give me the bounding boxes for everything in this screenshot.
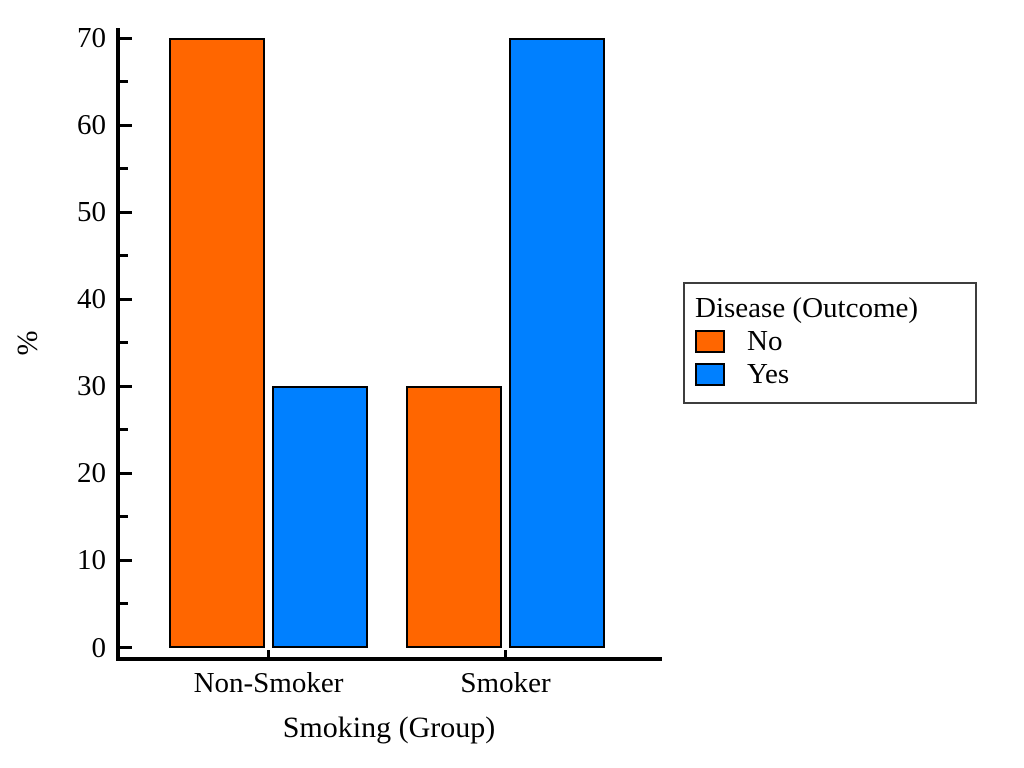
bar-smoker-no [406, 386, 502, 648]
y-minor-tick [120, 80, 128, 84]
y-minor-tick [120, 428, 128, 432]
y-minor-tick [120, 602, 128, 606]
legend-row-yes: Yes [695, 358, 963, 391]
y-tick-label: 30 [77, 370, 106, 403]
y-major-tick [120, 646, 132, 649]
y-tick-label: 0 [91, 631, 107, 664]
y-tick-label: 20 [77, 457, 106, 490]
y-major-tick [120, 471, 132, 475]
y-minor-tick [120, 515, 128, 519]
legend-entries: No Yes [695, 325, 963, 391]
legend-row-no: No [695, 325, 963, 358]
x-group-tick [504, 650, 507, 657]
y-major-tick [120, 36, 132, 40]
bar-non-smoker-no [169, 38, 265, 648]
y-tick-label: 40 [77, 283, 106, 316]
legend-label: Yes [747, 358, 790, 390]
y-axis-title: % [11, 330, 44, 356]
y-major-tick [120, 210, 132, 214]
y-tick-label: 60 [77, 109, 106, 142]
legend-swatch-no [695, 330, 725, 353]
x-category-label: Smoker [460, 667, 551, 699]
legend-label: No [747, 325, 783, 357]
x-group-tick [267, 650, 270, 657]
legend: Disease (Outcome) No Yes [683, 282, 977, 404]
legend-swatch-yes [695, 363, 725, 386]
x-axis-title: Smoking (Group) [282, 711, 496, 744]
y-minor-tick [120, 341, 128, 345]
y-tick-label: 50 [77, 196, 106, 229]
bar-smoker-yes [509, 38, 605, 648]
y-major-tick [120, 297, 132, 301]
y-minor-tick [120, 254, 128, 258]
y-minor-tick [120, 167, 128, 171]
y-major-tick [120, 384, 132, 388]
x-axis-line [116, 657, 662, 661]
y-axis-line [116, 28, 120, 661]
y-tick-label: 10 [77, 544, 106, 577]
y-tick-label: 70 [77, 22, 106, 54]
x-category-label: Non-Smoker [193, 667, 344, 699]
y-major-tick [120, 123, 132, 127]
legend-title: Disease (Outcome) [695, 292, 919, 324]
y-major-tick [120, 558, 132, 562]
bar-non-smoker-yes [272, 386, 368, 648]
